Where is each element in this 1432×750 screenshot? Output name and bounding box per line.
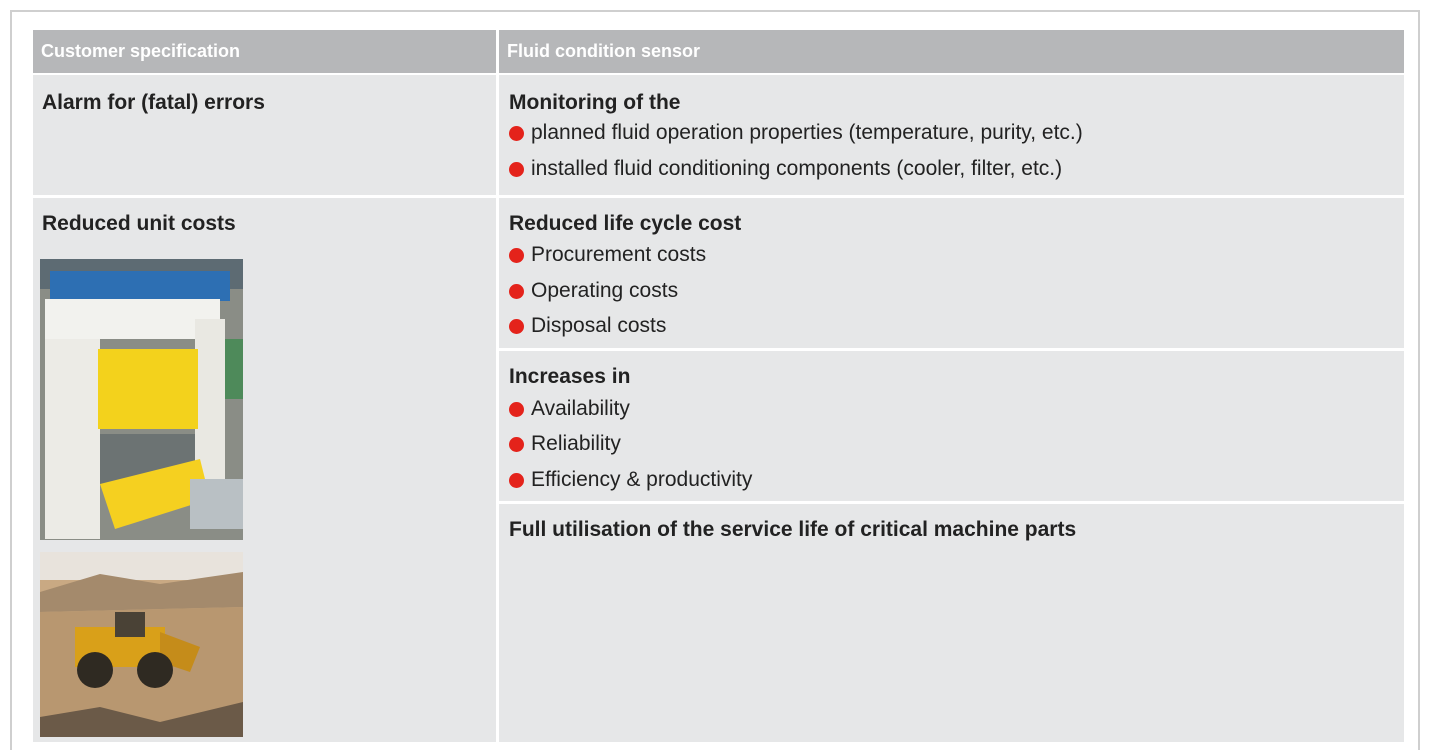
bullet-item: Procurement costs	[509, 243, 706, 267]
heading: Increases in	[509, 365, 631, 388]
bullet-item: installed fluid conditioning components …	[509, 157, 1062, 181]
cell-text: Alarm for (fatal) errors	[42, 91, 265, 114]
bullet-item: Disposal costs	[509, 314, 666, 338]
cell-text: Reduced unit costs	[42, 212, 236, 235]
frame	[10, 10, 1420, 750]
bullet-item: planned fluid operation properties (temp…	[509, 121, 1083, 145]
cell	[499, 504, 1404, 742]
heading: Reduced life cycle cost	[509, 212, 742, 235]
cell	[499, 198, 1404, 348]
heading: Monitoring of the	[509, 91, 681, 114]
cell	[499, 75, 1404, 195]
loader-photo	[40, 552, 243, 737]
cell	[33, 75, 496, 195]
bullet-item: Operating costs	[509, 279, 678, 303]
header-cell: Customer specification	[33, 30, 496, 73]
bullet-item: Reliability	[509, 432, 621, 456]
header-cell: Fluid condition sensor	[499, 30, 1404, 73]
bullet-item: Availability	[509, 397, 630, 421]
press-photo	[40, 259, 243, 540]
bullet-item: Efficiency & productivity	[509, 468, 752, 492]
cell	[499, 351, 1404, 501]
heading: Full utilisation of the service life of …	[509, 518, 1077, 541]
